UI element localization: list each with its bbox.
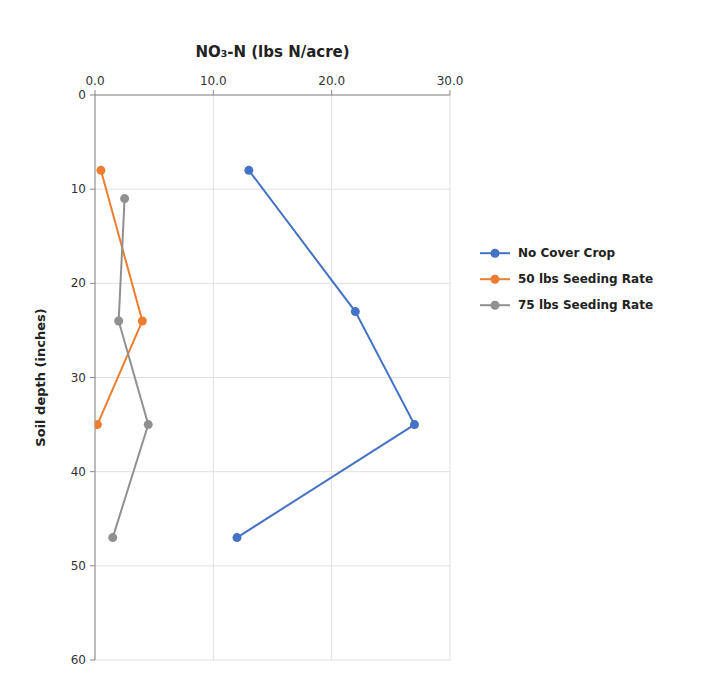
y-grid-line	[95, 660, 450, 661]
y-tick-label: 0	[78, 88, 86, 102]
x-tick	[95, 90, 96, 95]
y-axis-label: Soil depth (inches)	[33, 308, 48, 446]
series-marker	[144, 420, 153, 429]
x-tick-label: 0.0	[85, 74, 104, 88]
series-line	[113, 199, 149, 538]
x-tick	[331, 90, 332, 95]
y-axis-line	[95, 95, 96, 660]
legend-marker	[491, 301, 500, 310]
series-marker	[138, 317, 147, 326]
x-grid-line	[95, 95, 96, 660]
legend-label: 75 lbs Seeding Rate	[518, 298, 653, 312]
y-tick	[90, 565, 95, 566]
y-tick	[90, 377, 95, 378]
background	[0, 0, 720, 698]
x-axis-line	[95, 95, 450, 96]
y-tick	[90, 471, 95, 472]
y-grid-line	[95, 95, 450, 96]
series-marker	[410, 420, 419, 429]
chart: 0.0 10.0 20.0 30.0 0 10 20 30 40 50 60 NO₃-N (lbs N…	[0, 0, 720, 698]
x-tick-label: 30.0	[437, 74, 464, 88]
y-grid-line	[95, 377, 450, 378]
series-marker	[120, 194, 129, 203]
y-grid-line	[95, 283, 450, 284]
x-tick-label: 10.0	[200, 74, 227, 88]
legend-label: 50 lbs Seeding Rate	[518, 272, 653, 286]
series-marker	[233, 533, 242, 542]
y-tick	[90, 283, 95, 284]
y-tick-label: 40	[71, 465, 86, 479]
y-tick-label: 10	[71, 182, 86, 196]
y-grid-line	[95, 189, 450, 190]
y-tick	[90, 189, 95, 190]
x-tick	[213, 90, 214, 95]
y-tick-label: 60	[71, 653, 86, 667]
y-grid-line	[95, 565, 450, 566]
grid	[95, 95, 450, 660]
y-tick	[90, 660, 95, 661]
x-tick-label: 20.0	[318, 74, 345, 88]
series-line	[237, 170, 415, 537]
legend-marker	[491, 249, 500, 258]
series-marker	[95, 420, 102, 429]
legend-label: No Cover Crop	[518, 246, 616, 260]
y-tick-label: 20	[71, 276, 86, 290]
series-marker	[244, 166, 253, 175]
y-tick	[90, 95, 95, 96]
series-marker	[96, 166, 105, 175]
legend-marker	[491, 275, 500, 284]
x-tick	[450, 90, 451, 95]
y-grid-line	[95, 471, 450, 472]
series-marker	[108, 533, 117, 542]
plot-area	[95, 166, 419, 542]
title: NO₃-N (lbs N/acre)	[195, 43, 349, 61]
series-marker	[114, 317, 123, 326]
y-tick-label: 30	[71, 371, 86, 385]
y-tick-label: 50	[71, 559, 86, 573]
series-marker	[351, 307, 360, 316]
legend: No Cover Crop 50 lbs Seeding Rate 75 lbs S…	[480, 246, 653, 312]
